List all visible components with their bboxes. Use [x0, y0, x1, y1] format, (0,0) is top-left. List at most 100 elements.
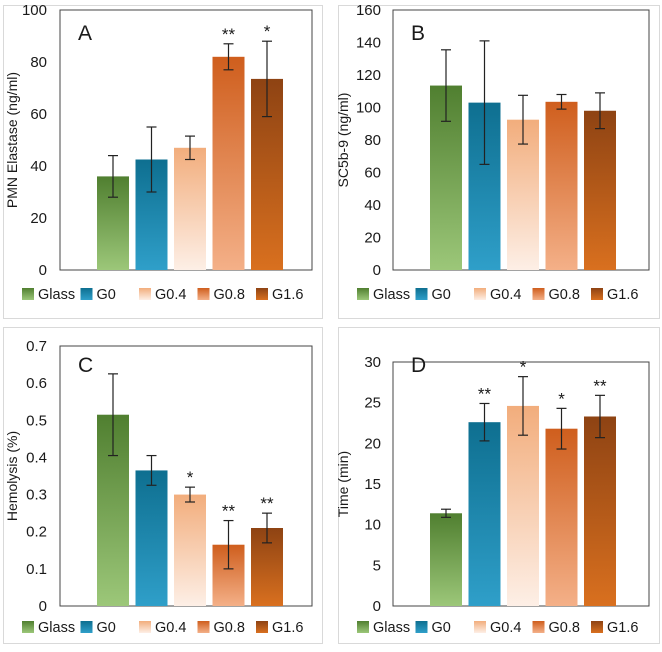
legend-item-G0: G0	[415, 287, 451, 303]
y-tick-label: 40	[30, 158, 47, 175]
legend-label: G0	[432, 287, 451, 303]
legend-label: G1.6	[272, 620, 303, 636]
significance-label: **	[478, 384, 492, 403]
y-tick-label: 0	[373, 262, 381, 279]
bar-G0.4	[174, 147, 206, 270]
y-axis-title: PMN Elastase (ng/ml)	[4, 72, 20, 208]
legend-swatch	[256, 288, 268, 300]
legend-swatch	[256, 621, 268, 633]
y-tick-label: 0.6	[26, 375, 47, 392]
legend-item-G0.8: G0.8	[532, 620, 580, 636]
legend-label: G1.6	[272, 287, 303, 303]
y-tick-label: 0.7	[26, 338, 47, 355]
legend-item-Glass: Glass	[357, 620, 410, 636]
bar-G1.6	[584, 416, 616, 606]
legend-label: G0.8	[214, 620, 245, 636]
significance-label: *	[264, 22, 271, 41]
bar-G0.8	[545, 428, 578, 606]
bar-G0.8	[212, 56, 245, 270]
panel-letter: C	[78, 354, 93, 377]
y-tick-label: 0.2	[26, 524, 47, 541]
legend-label: Glass	[373, 287, 410, 303]
y-tick-label: 0.5	[26, 412, 47, 429]
panel-letter: A	[78, 22, 92, 45]
y-tick-label: 25	[364, 395, 381, 412]
legend-item-G0: G0	[415, 620, 451, 636]
significance-label: *	[187, 468, 194, 487]
legend-label: G0.8	[214, 287, 245, 303]
legend-swatch	[357, 621, 369, 633]
legend-swatch	[532, 288, 545, 300]
y-axis-title: SC5b-9 (ng/ml)	[335, 93, 351, 188]
legend-item-G0.8: G0.8	[197, 287, 245, 303]
legend-label: Glass	[38, 287, 75, 303]
y-tick-label: 100	[22, 2, 47, 19]
legend-item-Glass: Glass	[22, 620, 75, 636]
y-tick-label: 80	[30, 54, 47, 71]
y-tick-label: 10	[364, 517, 381, 534]
legend-swatch	[474, 288, 486, 300]
legend-item-G1.6: G1.6	[591, 287, 638, 303]
legend-label: Glass	[373, 620, 410, 636]
legend-swatch	[197, 288, 210, 300]
legend-swatch	[415, 621, 428, 633]
legend-item-G0.4: G0.4	[474, 620, 521, 636]
significance-label: **	[222, 25, 236, 44]
bar-G0	[135, 470, 168, 606]
legend-swatch	[591, 288, 603, 300]
legend-swatch	[591, 621, 603, 633]
legend-swatch	[474, 621, 486, 633]
y-tick-label: 30	[364, 354, 381, 371]
significance-label: *	[520, 358, 527, 377]
y-tick-label: 60	[30, 106, 47, 123]
legend-label: G1.6	[607, 287, 638, 303]
y-tick-label: 80	[364, 132, 381, 149]
legend-item-G0.4: G0.4	[474, 287, 521, 303]
bar-G0.4	[507, 405, 539, 606]
legend-swatch	[532, 621, 545, 633]
bar-G0.4	[174, 494, 206, 606]
legend-label: G0	[432, 620, 451, 636]
legend-item-G1.6: G1.6	[591, 620, 638, 636]
legend: Glass G0 G0.4 G0.8 G1.6	[22, 620, 303, 636]
legend-item-Glass: Glass	[357, 287, 410, 303]
y-tick-label: 0	[39, 598, 47, 615]
y-tick-label: 20	[364, 230, 381, 247]
y-tick-label: 0	[373, 598, 381, 615]
legend-label: G0	[97, 620, 116, 636]
panel-frame	[3, 327, 323, 644]
legend: Glass G0 G0.4 G0.8 G1.6	[357, 287, 638, 303]
y-tick-label: 120	[356, 67, 381, 84]
legend-label: G0.8	[549, 620, 580, 636]
y-tick-label: 0.1	[26, 561, 47, 578]
y-tick-label: 0.3	[26, 487, 47, 504]
legend-item-G0.8: G0.8	[197, 620, 245, 636]
legend-item-G0: G0	[80, 287, 116, 303]
panel-frame	[338, 5, 660, 319]
legend-item-G1.6: G1.6	[256, 287, 303, 303]
bar-G0.8	[545, 101, 578, 270]
y-tick-label: 0	[39, 262, 47, 279]
bar-G0	[468, 422, 501, 606]
panel-frame	[338, 327, 660, 644]
significance-label: *	[558, 389, 565, 408]
legend-label: G0.4	[155, 287, 186, 303]
bar-G0.4	[507, 119, 539, 270]
legend-label: G0.4	[490, 287, 521, 303]
panel-B: 0 20 40 60 80 100 120 140 160 SC5b-9 (ng/ml) B Glas…	[335, 2, 660, 319]
legend-swatch	[197, 621, 210, 633]
y-tick-label: 140	[356, 35, 381, 52]
legend-item-G0.4: G0.4	[139, 620, 186, 636]
legend-item-G1.6: G1.6	[256, 620, 303, 636]
bar-Glass	[430, 513, 462, 606]
legend-swatch	[415, 288, 428, 300]
legend-swatch	[80, 288, 93, 300]
y-tick-label: 20	[30, 210, 47, 227]
legend-label: G0	[97, 287, 116, 303]
y-tick-label: 100	[356, 100, 381, 117]
significance-label: **	[222, 502, 236, 521]
